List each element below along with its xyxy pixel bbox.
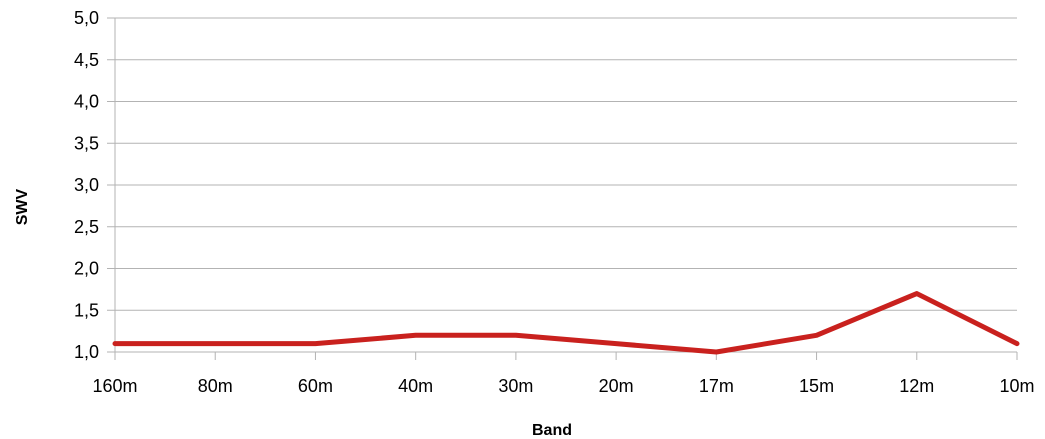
series-group xyxy=(115,294,1017,352)
swv-series-line xyxy=(115,294,1017,352)
y-tick-label: 4,0 xyxy=(74,92,99,112)
gridlines xyxy=(107,18,1017,352)
x-tick-label: 160m xyxy=(92,376,137,396)
y-tick-label: 3,0 xyxy=(74,175,99,195)
y-tick-labels: 1,0 1,5 2,0 2,5 3,0 3,5 4,0 4,5 5,0 xyxy=(74,8,99,362)
x-tick-label: 15m xyxy=(799,376,834,396)
x-tick-label: 12m xyxy=(899,376,934,396)
x-tick-label: 80m xyxy=(198,376,233,396)
y-axis-title: SWV xyxy=(14,188,31,225)
x-tick-label: 17m xyxy=(699,376,734,396)
x-tick-labels: 160m 80m 60m 40m 30m 20m 17m 15m 12m 10m xyxy=(92,376,1034,396)
y-tick-label: 2,5 xyxy=(74,217,99,237)
y-tick-label: 4,5 xyxy=(74,50,99,70)
y-tick-label: 2,0 xyxy=(74,259,99,279)
x-tick-label: 20m xyxy=(599,376,634,396)
x-tick-label: 10m xyxy=(999,376,1034,396)
y-tick-label: 1,5 xyxy=(74,300,99,320)
x-tick-label: 30m xyxy=(498,376,533,396)
y-tick-label: 3,5 xyxy=(74,133,99,153)
y-tick-label: 5,0 xyxy=(74,8,99,28)
x-axis-title: Band xyxy=(532,422,572,439)
y-tick-label: 1,0 xyxy=(74,342,99,362)
x-tick-label: 60m xyxy=(298,376,333,396)
x-tick-label: 40m xyxy=(398,376,433,396)
